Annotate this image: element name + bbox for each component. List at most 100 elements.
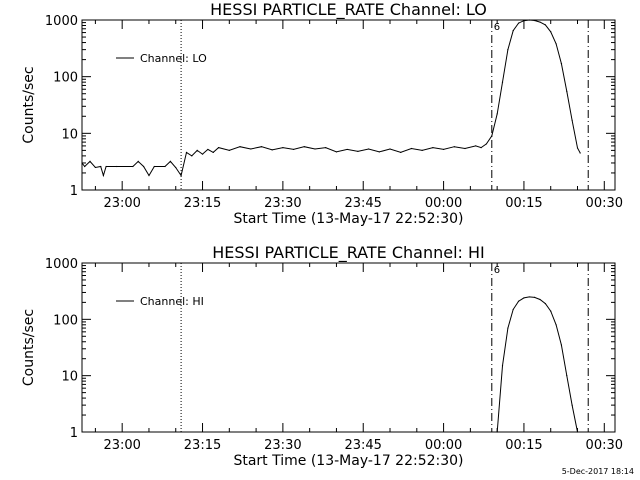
data-point [507,49,509,51]
data-point [517,22,520,24]
data-point [271,149,273,151]
data-point [357,150,359,152]
data-point [153,165,155,168]
data-point [303,146,305,148]
data-point [534,296,536,299]
data-point [560,63,563,65]
data-point [228,149,230,151]
x-tick-label: 00:15 [505,196,542,211]
data-point [555,324,557,326]
data-point [501,81,504,83]
x-tick-label: 00:30 [586,438,623,453]
data-point [566,375,568,377]
data-point [346,148,348,151]
data-point [544,303,546,305]
series-line [496,296,578,433]
x-tick-label: 00:30 [586,196,623,211]
data-point [480,147,482,149]
y-axis-label: Counts/sec [21,309,37,386]
x-tick-label: 23:30 [264,196,301,211]
data-point [292,148,295,151]
x-tick-label: 00:15 [505,438,542,453]
y-tick-label: 1000 [45,257,78,272]
data-point [89,160,91,162]
x-tick-label: 23:45 [344,438,381,453]
series-line [81,19,581,178]
data-point [102,174,105,177]
y-axis-label: Counts/sec [21,66,37,143]
data-point [164,165,166,168]
data-point [539,21,541,23]
plot-frame [81,262,616,433]
chart-panel-hi: HESSI PARTICLE_RATE Channel: HI 1 10 100 100… [21,243,623,469]
y-tick-label: 1000 [45,14,78,29]
data-point [217,147,220,149]
legend-label: Channel: LO [140,52,207,65]
data-point [507,327,509,329]
data-point [143,165,145,168]
data-point [512,30,514,32]
data-point [378,151,380,153]
vertical-marker-label: 6 [494,265,500,276]
data-point [400,151,402,154]
chart-title: HESSI PARTICLE_RATE Channel: LO [210,0,487,20]
data-point [100,165,102,168]
x-tick-label: 23:15 [184,438,221,453]
data-point [410,147,413,150]
data-point [180,174,182,177]
data-point [169,160,171,162]
data-point [81,162,83,164]
data-point [579,152,581,154]
data-point [550,310,552,312]
x-tick-label: 23:45 [344,196,381,211]
data-point [250,148,252,150]
plot-timestamp: 5-Dec-2017 18:14 [561,467,634,476]
data-point [137,160,139,162]
data-point [528,19,530,21]
data-point [544,24,546,26]
data-point [201,153,204,155]
data-point [335,151,338,153]
data-point [282,147,284,149]
x-tick-label: 23:00 [103,196,140,211]
x-axis-label: Start Time (13-May-17 22:52:30) [233,453,463,469]
data-point [191,155,193,157]
data-point [175,166,177,169]
data-point [105,165,107,168]
data-point [560,344,563,346]
data-point [260,146,263,148]
data-point [432,147,434,149]
legend-label: Channel: HI [140,295,204,308]
y-tick-label: 1 [70,426,78,441]
y-tick-label: 100 [53,313,78,328]
data-point [196,149,198,151]
data-point [185,151,188,154]
data-point [132,165,134,168]
data-point [528,296,530,298]
vertical-marker-label: 6 [494,22,500,33]
data-point [475,145,477,147]
data-point [94,166,96,169]
data-point [523,297,525,299]
data-point [571,404,573,406]
data-point [517,300,520,302]
data-point [239,146,241,148]
data-point [421,149,423,151]
x-tick-label: 00:00 [425,196,462,211]
data-point [496,431,498,433]
y-tick-label: 10 [61,370,78,385]
data-point [442,148,445,151]
data-point [367,148,370,150]
y-tick-label: 1 [70,184,78,199]
data-point [207,148,209,151]
data-point [212,151,214,154]
data-point [325,147,327,149]
data-point [534,19,536,22]
data-point [539,298,541,301]
data-point [485,143,488,145]
data-point [576,147,579,149]
data-point [512,308,514,311]
y-tick-label: 100 [53,71,78,86]
data-point [523,20,525,22]
